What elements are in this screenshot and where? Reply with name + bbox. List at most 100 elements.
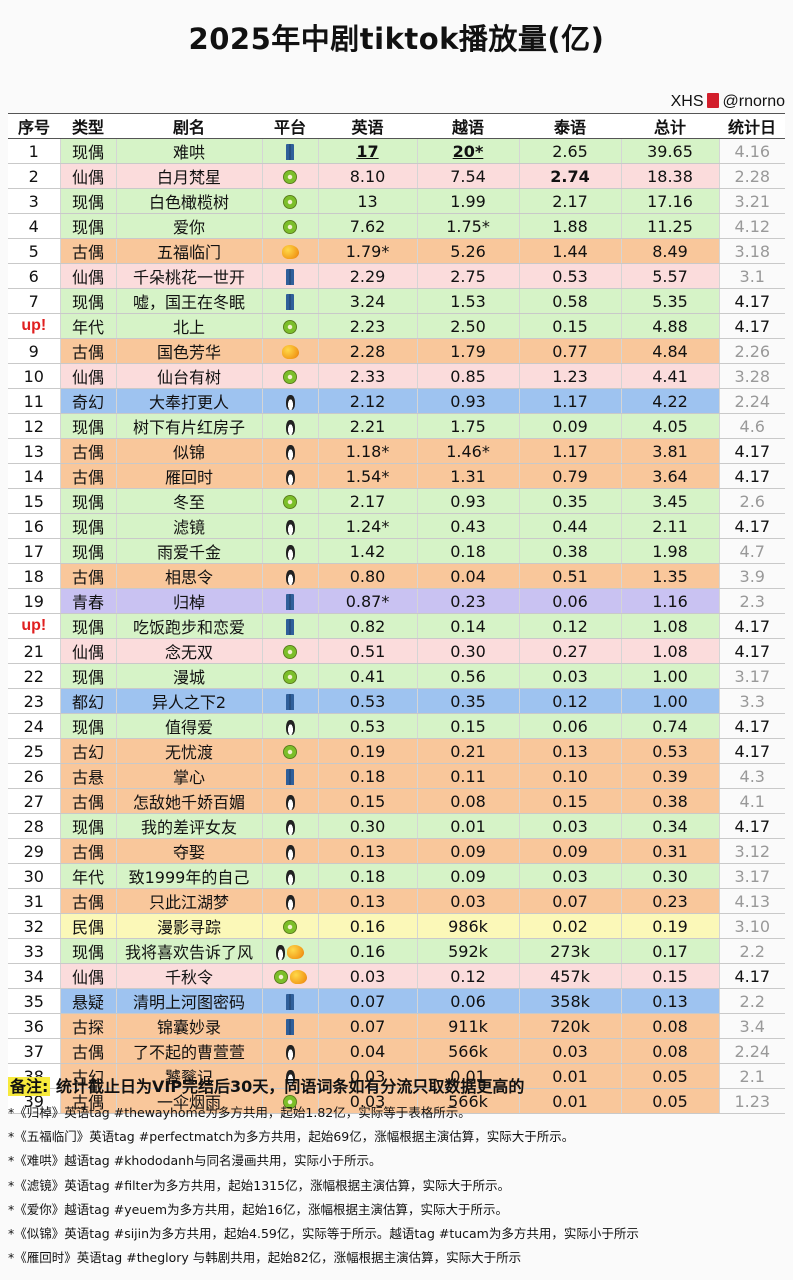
stat-date: 4.17 — [718, 738, 785, 764]
drama-name: 树下有片红房子 — [115, 413, 262, 439]
thai-views: 1.17 — [518, 388, 621, 414]
total-views: 0.39 — [620, 763, 719, 789]
total-views: 0.08 — [620, 1038, 719, 1064]
genre-cell: 奇幻 — [59, 388, 116, 414]
genre-cell: 现偶 — [59, 713, 116, 739]
total-views: 0.53 — [620, 738, 719, 764]
drama-name: 雨爱千金 — [115, 538, 262, 564]
table-row: 33 现偶 我将喜欢告诉了风 0.16 592k 273k 0.17 2.2 — [8, 938, 785, 964]
total-views: 17.16 — [620, 188, 719, 214]
total-views: 39.65 — [620, 138, 719, 164]
thai-views: 0.03 — [518, 863, 621, 889]
footnote: *《难哄》越语tag #khododanh与同名漫画共用，实际小于所示。 — [8, 1153, 382, 1169]
table-row: up! 现偶 吃饭跑步和恋爱 0.82 0.14 0.12 1.08 4.17 — [8, 613, 785, 639]
english-views: 0.03 — [317, 1063, 417, 1089]
table-row: 5 古偶 五福临门 1.79* 5.26 1.44 8.49 3.18 — [8, 238, 785, 264]
table-row: 1 现偶 难哄 17 20* 2.65 39.65 4.16 — [8, 138, 785, 164]
english-views: 8.10 — [317, 163, 417, 189]
thai-views: 0.12 — [518, 613, 621, 639]
genre-cell: 青春 — [59, 588, 116, 614]
english-views: 0.51 — [317, 638, 417, 664]
stat-date: 2.3 — [718, 588, 785, 614]
table-row: 2 仙偶 白月梵星 8.10 7.54 2.74 18.38 2.28 — [8, 163, 785, 189]
stat-date: 3.3 — [718, 688, 785, 714]
thai-views: 358k — [518, 988, 621, 1014]
genre-cell: 仙偶 — [59, 363, 116, 389]
table-row: 7 现偶 嘘，国王在冬眠 3.24 1.53 0.58 5.35 4.17 — [8, 288, 785, 314]
drama-name: 似锦 — [115, 438, 262, 464]
row-index: 6 — [8, 263, 60, 289]
drama-name: 了不起的曹萱萱 — [115, 1038, 262, 1064]
table-row: 13 古偶 似锦 1.18* 1.46* 1.17 3.81 4.17 — [8, 438, 785, 464]
watermark-prefix: XHS — [670, 93, 704, 110]
table-header-row: 序号 类型 剧名 平台 英语 越语 泰语 总计 统计日 — [8, 113, 785, 139]
thai-views: 0.12 — [518, 688, 621, 714]
kiwi-icon — [283, 645, 297, 659]
stat-date: 4.12 — [718, 213, 785, 239]
kiwi-icon — [283, 495, 297, 509]
thai-views: 0.51 — [518, 563, 621, 589]
row-index: 4 — [8, 213, 60, 239]
penguin-icon — [285, 869, 295, 885]
genre-cell: 现偶 — [59, 513, 116, 539]
stat-date: 3.28 — [718, 363, 785, 389]
penguin-icon — [285, 544, 295, 560]
vietnamese-views: 0.01 — [416, 1063, 519, 1089]
drama-name: 漫城 — [115, 663, 262, 689]
vietnamese-views: 0.30 — [416, 638, 519, 664]
platform-cell — [261, 1038, 318, 1064]
jeans-icon — [286, 269, 294, 285]
table-row: up! 年代 北上 2.23 2.50 0.15 4.88 4.17 — [8, 313, 785, 339]
genre-cell: 现偶 — [59, 613, 116, 639]
english-views: 0.18 — [317, 763, 417, 789]
row-index: up! — [8, 613, 60, 639]
table-row: 18 古偶 相思令 0.80 0.04 0.51 1.35 3.9 — [8, 563, 785, 589]
thai-views: 457k — [518, 963, 621, 989]
drama-name: 清明上河图密码 — [115, 988, 262, 1014]
thai-views: 2.17 — [518, 188, 621, 214]
vietnamese-views: 0.04 — [416, 563, 519, 589]
thai-views: 2.65 — [518, 138, 621, 164]
genre-cell: 仙偶 — [59, 638, 116, 664]
english-views: 13 — [317, 188, 417, 214]
platform-cell — [261, 238, 318, 264]
row-index: 16 — [8, 513, 60, 539]
stat-date: 4.17 — [718, 438, 785, 464]
kiwi-icon — [283, 920, 297, 934]
platform-cell — [261, 763, 318, 789]
table-row: 32 民偶 漫影寻踪 0.16 986k 0.02 0.19 3.10 — [8, 913, 785, 939]
platform-cell — [261, 988, 318, 1014]
thai-views: 0.13 — [518, 738, 621, 764]
thai-views: 0.03 — [518, 663, 621, 689]
drama-name: 千朵桃花一世开 — [115, 263, 262, 289]
table-row: 30 年代 致1999年的自己 0.18 0.09 0.03 0.30 3.17 — [8, 863, 785, 889]
thai-views: 1.23 — [518, 363, 621, 389]
english-views: 0.03 — [317, 963, 417, 989]
thai-views: 2.74 — [518, 163, 621, 189]
thai-views: 0.35 — [518, 488, 621, 514]
genre-cell: 古偶 — [59, 1088, 116, 1114]
thai-views: 0.09 — [518, 838, 621, 864]
stat-date: 3.1 — [718, 263, 785, 289]
vietnamese-views: 0.11 — [416, 763, 519, 789]
platform-cell — [261, 488, 318, 514]
total-views: 4.41 — [620, 363, 719, 389]
genre-cell: 仙偶 — [59, 963, 116, 989]
page-title: 2025年中剧tiktok播放量(亿) — [188, 22, 605, 56]
stat-date: 2.2 — [718, 938, 785, 964]
thai-views: 1.17 — [518, 438, 621, 464]
table-row: 34 仙偶 千秋令 0.03 0.12 457k 0.15 4.17 — [8, 963, 785, 989]
row-index: 15 — [8, 488, 60, 514]
jeans-icon — [286, 769, 294, 785]
stat-date: 3.9 — [718, 563, 785, 589]
penguin-icon — [285, 419, 295, 435]
drama-name: 值得爱 — [115, 713, 262, 739]
platform-cell — [261, 263, 318, 289]
vietnamese-views: 1.99 — [416, 188, 519, 214]
column-header: 总计 — [621, 113, 719, 139]
platform-cell — [261, 663, 318, 689]
thai-views: 0.38 — [518, 538, 621, 564]
total-views: 4.84 — [620, 338, 719, 364]
english-views: 1.24* — [317, 513, 417, 539]
vietnamese-views: 0.15 — [416, 713, 519, 739]
